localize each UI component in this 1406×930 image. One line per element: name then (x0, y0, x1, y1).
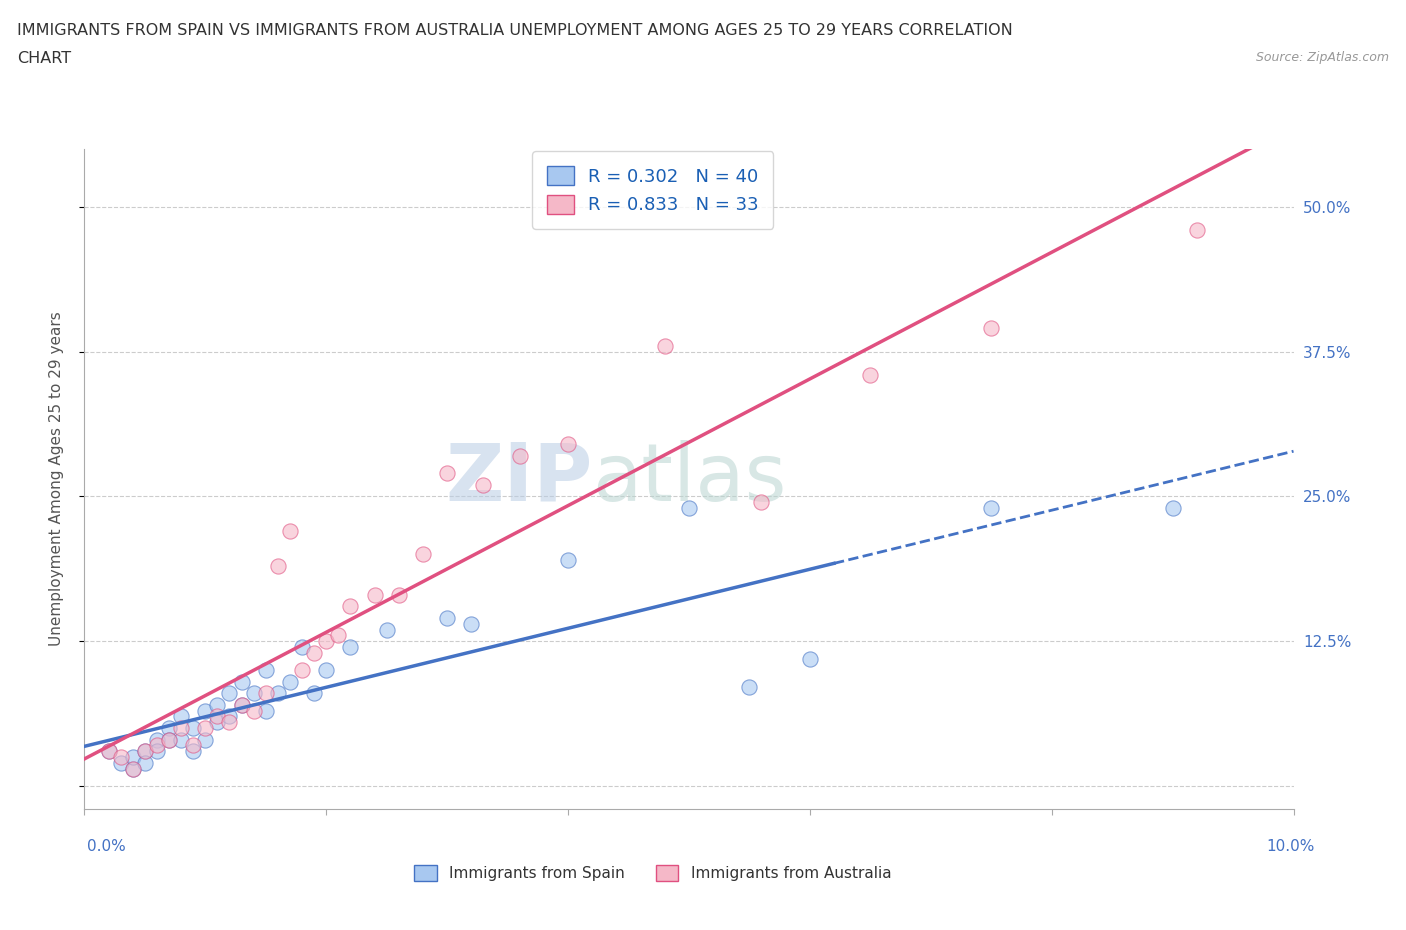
Point (291, 640, 314, 655)
Point (799, 651, 821, 666)
Point (375, 622, 398, 637)
Point (231, 674, 253, 689)
Point (207, 709, 229, 724)
Point (1161, 500, 1184, 515)
Point (157, 732, 180, 747)
Legend: Immigrants from Spain, Immigrants from Australia: Immigrants from Spain, Immigrants from A… (408, 859, 897, 887)
Point (1185, 222, 1208, 237)
Point (121, 761, 143, 776)
Point (181, 744, 204, 759)
Point (194, 721, 217, 736)
Point (207, 698, 229, 712)
Point (472, 477, 495, 492)
Point (267, 685, 290, 700)
Point (121, 750, 143, 764)
Point (557, 437, 579, 452)
Point (980, 321, 1002, 336)
Point (170, 721, 193, 736)
Point (339, 599, 361, 614)
Point (218, 709, 240, 724)
Point (254, 663, 277, 678)
Text: 10.0%: 10.0% (1267, 839, 1315, 854)
Point (207, 715, 229, 730)
Point (181, 737, 204, 752)
Point (218, 715, 240, 730)
Point (328, 628, 350, 643)
Point (363, 588, 385, 603)
Point (121, 761, 143, 776)
Point (170, 709, 193, 724)
Text: atlas: atlas (592, 440, 786, 518)
Point (110, 750, 132, 764)
Point (218, 685, 240, 700)
Point (134, 744, 156, 759)
Point (242, 685, 264, 700)
Point (302, 685, 325, 700)
Point (157, 732, 180, 747)
Point (315, 633, 337, 648)
Point (231, 698, 253, 712)
Text: IMMIGRANTS FROM SPAIN VS IMMIGRANTS FROM AUSTRALIA UNEMPLOYMENT AMONG AGES 25 TO: IMMIGRANTS FROM SPAIN VS IMMIGRANTS FROM… (17, 23, 1012, 38)
Point (436, 610, 458, 625)
Point (460, 617, 482, 631)
Point (181, 721, 204, 736)
Point (97, 744, 120, 759)
Text: 0.0%: 0.0% (87, 839, 127, 854)
Point (146, 732, 169, 747)
Point (254, 685, 277, 700)
Point (751, 495, 773, 510)
Point (146, 744, 169, 759)
Point (194, 703, 217, 718)
Point (859, 367, 882, 382)
Point (980, 500, 1002, 515)
Point (254, 703, 277, 718)
Point (291, 663, 314, 678)
Point (388, 588, 411, 603)
Point (302, 645, 325, 660)
Point (278, 524, 301, 538)
Point (278, 674, 301, 689)
Point (170, 732, 193, 747)
Point (134, 744, 156, 759)
Point (654, 339, 676, 353)
Y-axis label: Unemployment Among Ages 25 to 29 years: Unemployment Among Ages 25 to 29 years (49, 312, 63, 646)
Point (194, 732, 217, 747)
Text: ZIP: ZIP (444, 440, 592, 518)
Point (315, 663, 337, 678)
Point (242, 703, 264, 718)
Point (157, 721, 180, 736)
Point (134, 755, 156, 770)
Point (557, 552, 579, 567)
Point (97, 744, 120, 759)
Point (436, 466, 458, 481)
Point (509, 448, 531, 463)
Text: CHART: CHART (17, 51, 70, 66)
Point (267, 558, 290, 573)
Point (678, 500, 700, 515)
Point (738, 680, 761, 695)
Point (110, 755, 132, 770)
Point (231, 698, 253, 712)
Point (412, 547, 434, 562)
Point (146, 737, 169, 752)
Text: Source: ZipAtlas.com: Source: ZipAtlas.com (1256, 51, 1389, 64)
Point (339, 640, 361, 655)
